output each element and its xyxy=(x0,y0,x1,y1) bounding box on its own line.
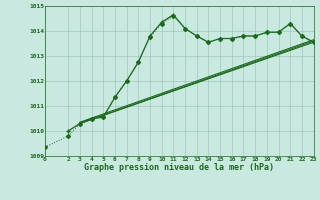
X-axis label: Graphe pression niveau de la mer (hPa): Graphe pression niveau de la mer (hPa) xyxy=(84,163,274,172)
